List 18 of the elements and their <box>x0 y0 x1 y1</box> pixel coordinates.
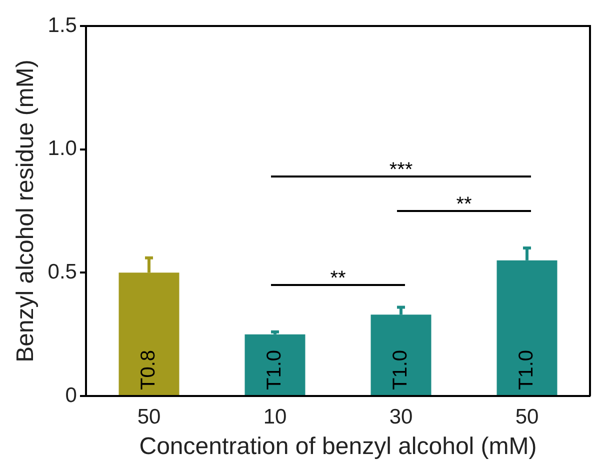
x-tick-label: 30 <box>389 405 413 428</box>
annotation: ** <box>330 268 346 290</box>
x-axis-title: Concentration of benzyl alcohol (mM) <box>139 433 537 460</box>
annotation: *** <box>389 158 413 181</box>
y-axis-title: Benzyl alcohol residue (mM) <box>12 60 40 362</box>
annotation: ** <box>456 194 472 216</box>
y-tick-label: 1.0 <box>48 137 77 160</box>
y-tick-label: 0 <box>65 384 77 407</box>
x-tick-label: 10 <box>263 405 287 428</box>
annotation: T1.0 <box>516 350 538 390</box>
annotation: T0.8 <box>138 350 160 390</box>
annotation: T1.0 <box>390 350 412 390</box>
bar <box>244 334 306 395</box>
x-tick-label: 50 <box>515 405 539 428</box>
y-tick-label: 0.5 <box>48 260 77 284</box>
annotation: T1.0 <box>264 350 286 390</box>
y-tick-label: 1.5 <box>48 14 77 37</box>
x-tick-label: 50 <box>137 405 161 428</box>
